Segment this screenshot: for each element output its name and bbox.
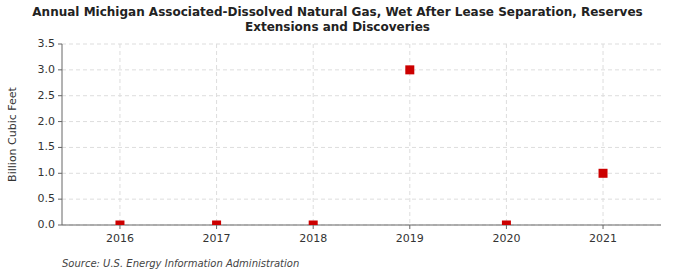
x-tick-label: 2017 <box>203 232 231 245</box>
grid-line-y <box>62 225 661 226</box>
x-tick <box>506 225 507 229</box>
y-tick <box>58 147 62 148</box>
ticks: 0.0 0.5 1.0 1.5 2.0 2.5 3.0 3.5 2016 2017 2018 2019… <box>38 37 618 245</box>
x-tick <box>313 225 314 229</box>
x-tick-label: 2018 <box>299 232 327 245</box>
chart: Annual Michigan Associated-Dissolved Nat… <box>0 0 675 275</box>
y-tick <box>58 44 62 45</box>
x-tick <box>603 225 604 229</box>
grid-line-x <box>119 44 120 225</box>
points <box>115 65 607 225</box>
grid-line-y <box>62 95 661 96</box>
y-tick <box>58 173 62 174</box>
point <box>405 65 414 74</box>
x-tick-label: 2016 <box>106 232 134 245</box>
grid-line-x <box>506 44 507 225</box>
y-tick <box>58 225 62 226</box>
y-tick-label: 1.5 <box>38 140 56 153</box>
x-tick-label: 2020 <box>492 232 520 245</box>
y-tick-label: 1.0 <box>38 166 56 179</box>
y-tick-label: 0.0 <box>38 218 56 231</box>
y-tick <box>58 199 62 200</box>
grid-line-x <box>313 44 314 225</box>
grid-line-x <box>216 44 217 225</box>
y-axis-label: Billion Cubic Feet <box>6 86 19 181</box>
point <box>599 169 608 178</box>
grid-line-y <box>62 44 661 45</box>
y-tick <box>58 121 62 122</box>
grid-line-y <box>62 147 661 148</box>
grid <box>62 44 661 225</box>
point <box>309 221 318 226</box>
point <box>502 221 511 226</box>
point <box>115 221 124 226</box>
grid-line-y <box>62 121 661 122</box>
x-tick-label: 2021 <box>589 232 617 245</box>
grid-line-x <box>603 44 604 225</box>
y-axis <box>62 44 63 225</box>
x-axis <box>62 225 661 226</box>
title-line: Extensions and Discoveries <box>245 20 430 34</box>
grid-line-y <box>62 173 661 174</box>
y-tick-label: 3.5 <box>38 37 56 50</box>
y-tick <box>58 69 62 70</box>
title: Annual Michigan Associated-Dissolved Nat… <box>32 5 642 34</box>
y-tick-label: 3.0 <box>38 63 56 76</box>
x-tick <box>409 225 410 229</box>
x-tick-label: 2019 <box>396 232 424 245</box>
y-tick-label: 2.0 <box>38 115 56 128</box>
grid-line-y <box>62 199 661 200</box>
grid-line-y <box>62 69 661 70</box>
y-tick-label: 2.5 <box>38 89 56 102</box>
x-tick <box>119 225 120 229</box>
y-tick <box>58 95 62 96</box>
title-line: Annual Michigan Associated-Dissolved Nat… <box>32 5 642 19</box>
y-tick-label: 0.5 <box>38 192 56 205</box>
point <box>212 221 221 226</box>
x-tick <box>216 225 217 229</box>
source: Source: U.S. Energy Information Administ… <box>62 258 299 269</box>
